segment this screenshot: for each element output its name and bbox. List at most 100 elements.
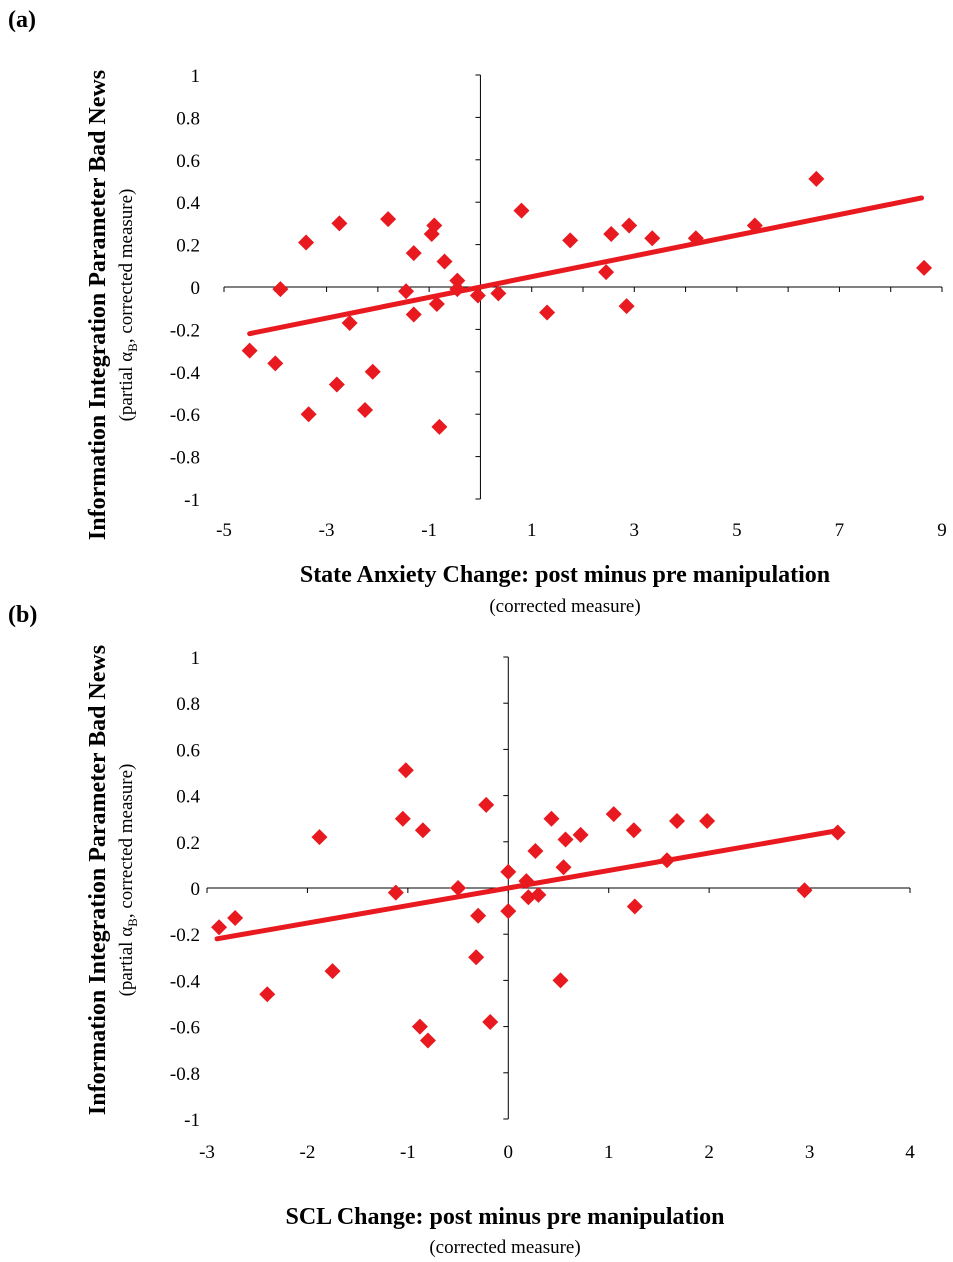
x-tick-label: 1: [527, 520, 537, 541]
x-tick-label: -2: [300, 1142, 316, 1163]
data-point: [500, 863, 517, 880]
x-axis-title-b: SCL Change: post minus pre manipulation: [285, 1204, 724, 1230]
y-axis-subtitle-b-prefix: (partial α: [116, 927, 137, 997]
x-tick-label: -3: [199, 1142, 215, 1163]
data-points-a: [241, 170, 933, 435]
data-point: [605, 806, 622, 823]
x-tick-label: -5: [216, 520, 232, 541]
data-point: [468, 949, 485, 966]
y-tick-label: -0.2: [170, 320, 200, 341]
y-tick-label: 1: [191, 66, 201, 87]
data-point: [449, 281, 466, 298]
y-axis-subtitle-a-prefix: (partial α: [116, 352, 137, 422]
data-point: [626, 898, 643, 915]
data-point: [543, 810, 560, 827]
data-point: [572, 826, 589, 843]
y-tick-label: -0.4: [170, 971, 201, 992]
data-point: [603, 226, 620, 242]
x-tick-label: 9: [937, 520, 947, 541]
data-point: [470, 907, 487, 924]
x-tick-label: 7: [835, 520, 845, 541]
x-tick-label: 3: [630, 520, 640, 541]
data-point: [428, 295, 445, 312]
x-tick-labels-b: -3 -2 -1 0 1 2 3 4: [199, 1142, 915, 1163]
data-point: [746, 217, 763, 234]
y-tick-labels-a: 1 0.8 0.6 0.4 0.2 0 -0.2 -0.4 -0.6 -0.8 -1: [170, 66, 201, 511]
data-point: [298, 234, 315, 251]
x-tick-label: 2: [704, 1142, 714, 1163]
y-tick-label: -0.2: [170, 925, 200, 946]
y-axis-subtitle-a-subscript: B: [125, 343, 140, 352]
trendline: [247, 195, 924, 337]
data-point: [469, 287, 486, 304]
x-axis-title-a: State Anxiety Change: post minus pre man…: [300, 562, 830, 588]
data-point: [426, 217, 443, 234]
data-point: [699, 813, 716, 830]
x-tick-label: 4: [905, 1142, 915, 1163]
y-tick-label: 0.8: [176, 694, 200, 715]
data-point: [796, 882, 813, 899]
data-point: [490, 285, 507, 302]
data-point: [227, 910, 244, 927]
y-axis-subtitle-b-suffix: , corrected measure): [116, 764, 137, 919]
x-tick-label: 1: [604, 1142, 614, 1163]
y-tick-label: -0.4: [170, 363, 201, 384]
data-point: [267, 355, 284, 372]
data-point: [500, 903, 517, 920]
data-point: [621, 217, 638, 234]
data-point: [916, 259, 933, 276]
data-point: [419, 1032, 436, 1049]
y-tick-label: 0.6: [176, 151, 200, 172]
y-axis-subtitle-a: (partial αB, corrected measure): [116, 189, 140, 422]
axes-a: [223, 74, 943, 500]
x-axis-subtitle-b: (corrected measure): [429, 1237, 580, 1258]
x-tick-label: -1: [400, 1142, 416, 1163]
data-point: [618, 298, 635, 315]
x-tick-label: 3: [805, 1142, 815, 1163]
panel-b: (b) Information Integration Parameter Ba…: [8, 602, 915, 1258]
data-point: [449, 272, 466, 289]
data-point: [380, 211, 397, 228]
y-tick-label: -0.8: [170, 448, 200, 469]
data-point: [431, 418, 448, 435]
data-point: [808, 170, 825, 187]
y-tick-label: 0: [191, 879, 201, 900]
y-tick-label: 1: [191, 648, 201, 669]
trendline-a: [247, 195, 924, 337]
y-tick-label: 0.4: [176, 193, 200, 214]
panel-label-b: (b): [8, 602, 37, 628]
data-point: [398, 283, 415, 300]
data-point: [394, 810, 411, 827]
data-point: [644, 230, 661, 247]
data-point: [513, 202, 530, 219]
data-point: [518, 873, 535, 890]
x-tick-label: 0: [504, 1142, 514, 1163]
x-tick-label: -3: [319, 520, 335, 541]
data-point: [414, 822, 431, 839]
panel-a: (a) Information Integration Parameter Ba…: [8, 7, 947, 617]
data-point: [331, 215, 348, 232]
data-point: [387, 884, 404, 901]
data-point: [341, 315, 358, 332]
y-tick-label: -0.6: [170, 405, 200, 426]
y-tick-label: 0.8: [176, 108, 200, 129]
x-tick-labels-a: -5 -3 -1 1 3 5 7 9: [216, 520, 947, 541]
y-axis-title-b: Information Integration Parameter Bad Ne…: [85, 645, 111, 1115]
y-axis-subtitle-a-suffix: , corrected measure): [116, 189, 137, 344]
x-tick-label: 5: [732, 520, 742, 541]
data-point: [625, 822, 642, 839]
data-point: [829, 824, 846, 841]
data-point: [687, 230, 704, 247]
data-point: [478, 796, 495, 813]
y-tick-label: -1: [184, 1110, 200, 1131]
y-tick-label: 0.2: [176, 236, 200, 257]
data-point: [450, 880, 467, 896]
data-point: [555, 859, 572, 876]
data-point: [259, 986, 276, 1003]
data-point: [364, 363, 381, 380]
data-point: [552, 972, 569, 989]
y-tick-label: 0.6: [176, 740, 200, 761]
data-point: [405, 245, 422, 262]
data-point: [562, 232, 579, 249]
data-point: [311, 829, 328, 846]
